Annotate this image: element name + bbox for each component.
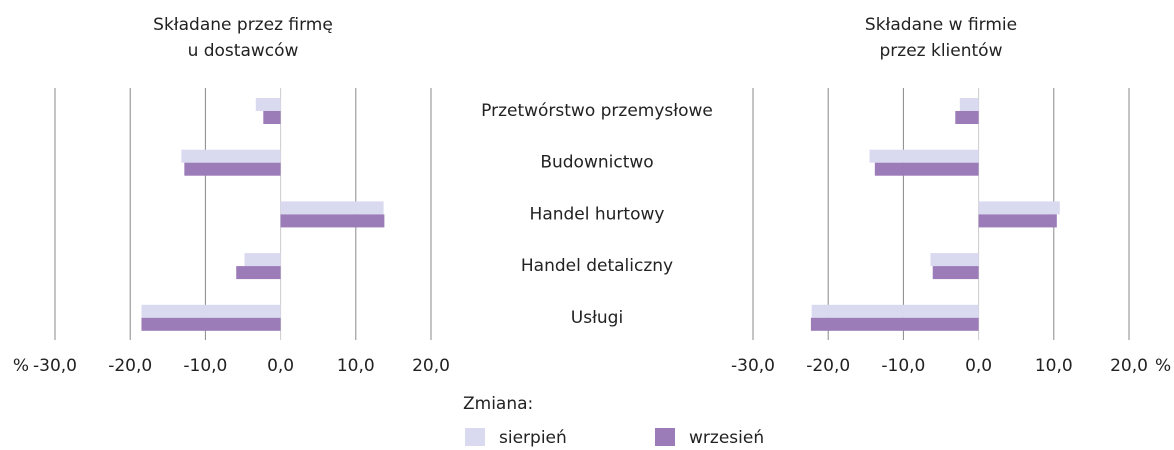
legend-label: sierpień [499,428,567,448]
x-tick-label: 0,0 [965,356,992,376]
bar [280,214,385,228]
bar [930,253,979,267]
bar [141,304,281,318]
x-tick-label: 20,0 [412,356,450,376]
bar [874,162,979,176]
x-tick-label: -10,0 [183,356,227,376]
bar [280,201,384,215]
bar [810,317,979,331]
bar [978,201,1060,215]
unit-label: % [13,356,29,376]
category-label: Budownictwo [540,153,653,173]
category-label: Handel detaliczny [521,256,673,276]
x-tick-label: -10,0 [881,356,925,376]
category-label: Handel hurtowy [530,204,665,224]
bar [978,214,1057,228]
bar [184,162,281,176]
chart-title: Składane w firmie [865,15,1017,35]
bar [959,98,979,111]
bar [263,111,281,124]
category-label: Przetwórstwo przemysłowe [481,101,713,121]
bar [181,149,281,163]
bar [869,149,979,163]
bar [244,253,281,267]
bar [932,266,979,280]
chart-title: Składane przez firmę [153,15,333,35]
chart-title: przez klientów [880,41,1003,61]
x-tick-label: -20,0 [806,356,850,376]
bar [811,304,979,318]
legend-swatch [465,428,485,446]
x-tick-label: 10,0 [1035,356,1073,376]
bar [255,98,281,111]
category-label: Usługi [571,308,623,328]
x-tick-label: -30,0 [731,356,775,376]
bar [955,111,979,124]
bar [141,317,281,331]
legend-label: wrzesień [689,428,764,448]
x-tick-label: -20,0 [108,356,152,376]
chart-title: u dostawców [188,41,299,61]
bar [236,266,281,280]
unit-label: % [1155,356,1171,376]
x-tick-label: 20,0 [1110,356,1148,376]
x-tick-label: 0,0 [267,356,294,376]
x-tick-label: -30,0 [33,356,77,376]
legend-swatch [655,428,675,446]
legend-title: Zmiana: [463,394,533,414]
x-tick-label: 10,0 [337,356,375,376]
